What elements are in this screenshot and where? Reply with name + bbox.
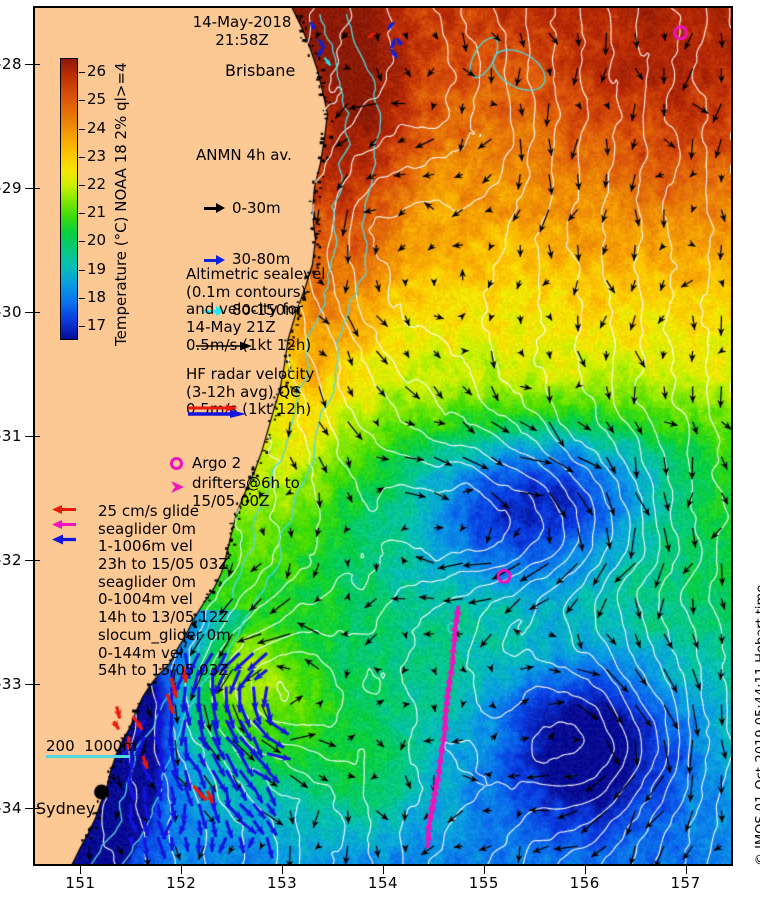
colorbar-tick-label: 19 [87, 259, 107, 278]
y-axis-tick [25, 63, 33, 65]
colorbar-tick-label: 22 [87, 174, 107, 193]
arrow-icon [204, 203, 226, 214]
city-label-sydney: Sydney [36, 799, 96, 818]
y-axis-tick-inner [33, 187, 40, 189]
colorbar-tick-label: 17 [87, 315, 107, 334]
x-axis-tick-label: 155 [468, 874, 499, 892]
legend-anmn-label: 0-30m [232, 198, 281, 217]
colorbar-tick [79, 184, 85, 186]
altimetry-scale-arrow-icon [196, 341, 252, 351]
colorbar-tick-label: 26 [87, 62, 107, 81]
colorbar-tick [79, 213, 85, 215]
legend-anmn-label: 30-80m [232, 249, 291, 268]
colorbar-tick [79, 128, 85, 130]
legend-altimetry-text: Altimetric sealevel (0.1m contours) and … [186, 265, 326, 354]
legend-drifters-text: drifters@6h to 15/05 00Z [192, 474, 300, 510]
x-axis-tick [483, 866, 485, 874]
timestamp-label: 14-May-2018 21:58Z [192, 13, 292, 49]
colorbar-tick [79, 72, 85, 74]
colorbar-tick-label: 25 [87, 90, 107, 109]
legend-anmn-row: 0-30m [204, 198, 300, 217]
sst-velocity-map[interactable] [35, 8, 731, 864]
city-label-brisbane: Brisbane [225, 61, 296, 80]
y-axis-tick-label: -30 [0, 302, 22, 321]
scalebar-line [46, 755, 130, 758]
legend-anmn-row: 80-150m [204, 301, 300, 320]
y-axis-tick-label: -34 [0, 799, 22, 818]
colorbar-title-text: Temperature (°C) NOAA 18 2% ql>=4 [112, 62, 130, 347]
hfradar-scale-arrow-icon [188, 404, 246, 418]
colorbar-tick [79, 156, 85, 158]
glider-vel-arrow-icon [52, 534, 76, 545]
x-axis-tick-label: 154 [367, 874, 399, 892]
colorbar-title: Temperature (°C) NOAA 18 2% ql>=4 [96, 58, 130, 348]
map-frame[interactable] [33, 6, 733, 866]
colorbar-gradient [60, 58, 78, 340]
x-axis-tick-label: 157 [670, 874, 701, 892]
scalebar-label: 200 1000m [46, 737, 137, 755]
x-axis-tick [282, 866, 284, 874]
colorbar-tick [79, 325, 85, 327]
x-axis-tick [383, 866, 384, 874]
argo-marker-icon [170, 457, 183, 470]
y-axis-tick-inner [33, 808, 40, 810]
y-axis-tick [25, 187, 33, 189]
legend-gliders-text: 25 cm/s glide seaglider 0m 1-1006m vel 2… [98, 502, 231, 680]
seaglider-arrow-icon [52, 520, 76, 529]
x-axis-tick-label: 152 [166, 874, 197, 892]
colorbar-tick-label: 18 [87, 287, 107, 306]
glider-arrow-icon [52, 505, 76, 514]
colorbar-tick [79, 100, 85, 102]
x-axis-tick [80, 866, 82, 874]
credit-text: © IMOS 01-Oct-2019 05:44:11 Hobart time [754, 584, 760, 866]
colorbar-tick [79, 297, 85, 299]
y-axis-tick-inner [33, 560, 40, 562]
legend-argo-label: Argo 2 [192, 454, 242, 472]
y-axis-tick [25, 684, 33, 686]
legend-anmn-row: 30-80m [204, 249, 300, 268]
y-axis-tick [25, 436, 33, 437]
y-axis-tick-label: -29 [0, 178, 22, 197]
colorbar-tick-label: 20 [87, 231, 107, 250]
y-axis-tick-label: -32 [0, 551, 22, 570]
y-axis-tick [25, 808, 33, 810]
y-axis-tick [25, 311, 33, 313]
x-axis-tick [181, 866, 183, 874]
arrow-icon [204, 254, 226, 265]
colorbar-tick [79, 269, 85, 271]
y-axis-tick [25, 560, 33, 562]
y-axis-tick-label: -28 [0, 54, 22, 73]
legend-anmn-title: ANMN 4h av. [196, 146, 292, 165]
x-axis-tick-label: 151 [65, 874, 96, 892]
colorbar-tick-label: 23 [87, 146, 107, 165]
y-axis-tick-label: -31 [0, 427, 22, 445]
y-axis-tick-label: -33 [0, 675, 22, 694]
colorbar-tick-label: 24 [87, 118, 107, 137]
y-axis-tick-inner [33, 63, 40, 65]
credit: © IMOS 01-Oct-2019 05:44:11 Hobart time [740, 585, 760, 870]
x-axis-tick [584, 866, 586, 874]
legend-anmn: ANMN 4h av. 0-30m 30-80m 80-150m [196, 112, 300, 355]
y-axis-tick-inner [33, 684, 40, 686]
colorbar-tick [79, 241, 85, 243]
x-axis-tick-label: 156 [569, 874, 600, 892]
arrow-icon [204, 306, 226, 317]
drifter-arrow-icon [171, 481, 184, 493]
colorbar-tick-label: 21 [87, 203, 107, 222]
legend-anmn-label: 80-150m [232, 301, 300, 320]
y-axis-tick-inner [33, 311, 40, 313]
x-axis-tick-label: 153 [267, 874, 298, 892]
y-axis-tick-inner [33, 436, 40, 437]
x-axis-tick [685, 866, 687, 874]
